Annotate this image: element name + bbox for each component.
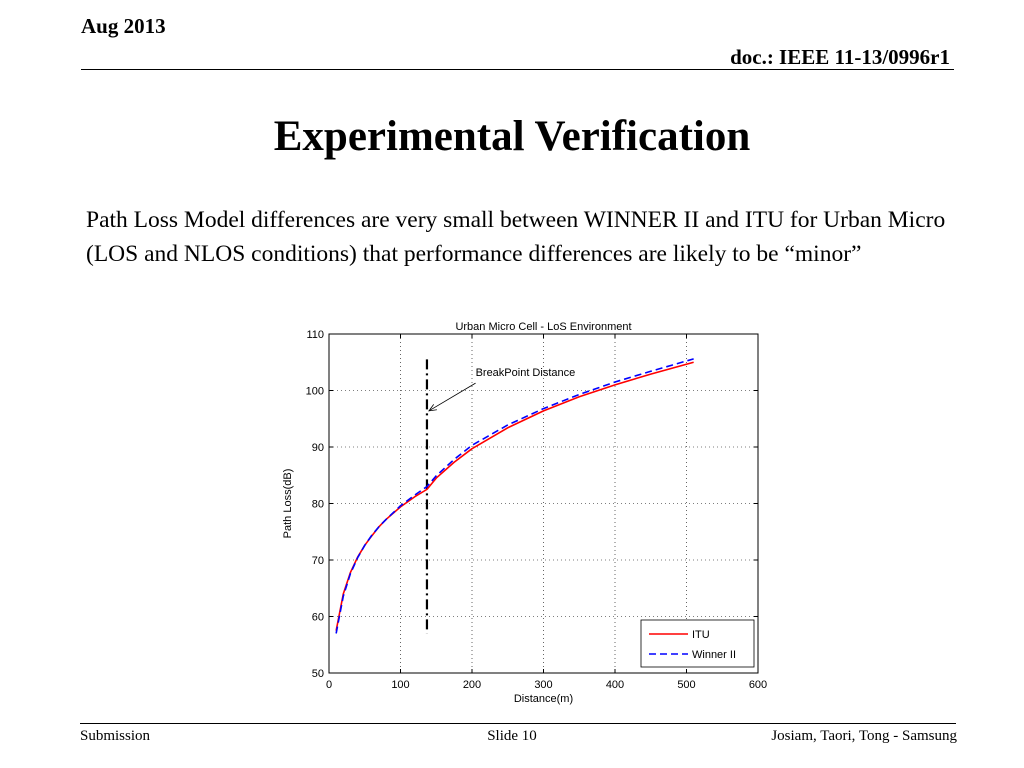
x-tick-label: 400 <box>606 679 624 691</box>
path-loss-figure: 0 100 200 300 400 500 600 50 60 70 80 90 100 110 Urba… <box>270 308 780 718</box>
x-tick-label: 200 <box>463 679 481 691</box>
breakpoint-label: BreakPoint Distance <box>476 367 576 379</box>
breakpoint-arrow-head <box>428 404 437 412</box>
header-doc-id: doc.: IEEE 11-13/0996r1 <box>730 45 950 69</box>
legend-label: Winner II <box>692 649 736 661</box>
x-axis-label: Distance(m) <box>514 693 573 705</box>
footer-rule <box>80 723 956 724</box>
slide-body-text: Path Loss Model differences are very sma… <box>86 207 946 267</box>
footer-slide-number: Slide 10 <box>487 728 537 744</box>
x-tick-label: 0 <box>326 679 332 691</box>
axis-ticks: 0 100 200 300 400 500 600 50 60 70 80 90 100 110 <box>306 329 768 691</box>
x-tick-label: 500 <box>677 679 695 691</box>
slide-title: Experimental Verification <box>273 113 751 160</box>
y-tick-label: 60 <box>312 612 324 624</box>
breakpoint-arrow-shaft <box>428 382 476 412</box>
y-tick-label: 100 <box>306 386 324 398</box>
legend-box <box>640 619 755 668</box>
header-date: Aug 2013 <box>81 14 166 38</box>
legend-label: ITU <box>692 629 710 641</box>
path-loss-chart: 0 100 200 300 400 500 600 50 60 70 80 90 100 110 Urba… <box>270 308 780 713</box>
y-axis-label: Path Loss(dB) <box>282 469 294 539</box>
y-tick-label: 50 <box>312 668 324 680</box>
breakpoint-annotation: BreakPoint Distance <box>428 367 576 412</box>
x-tick-label: 600 <box>749 679 767 691</box>
y-tick-label: 70 <box>312 555 324 567</box>
footer-authors: Josiam, Taori, Tong - Samsung <box>771 728 957 744</box>
y-tick-label: 90 <box>312 442 324 454</box>
y-tick-label: 110 <box>306 329 324 341</box>
series-line-winner-ii <box>335 358 694 634</box>
chart-title: Urban Micro Cell - LoS Environment <box>455 321 631 333</box>
legend: ITU Winner II <box>640 619 755 668</box>
y-tick-label: 80 <box>312 499 324 511</box>
series-lines <box>335 358 694 634</box>
grid-lines <box>329 334 758 673</box>
x-tick-label: 300 <box>534 679 552 691</box>
header-rule <box>81 69 954 70</box>
x-tick-label: 100 <box>391 679 409 691</box>
footer-submission: Submission <box>80 728 151 744</box>
